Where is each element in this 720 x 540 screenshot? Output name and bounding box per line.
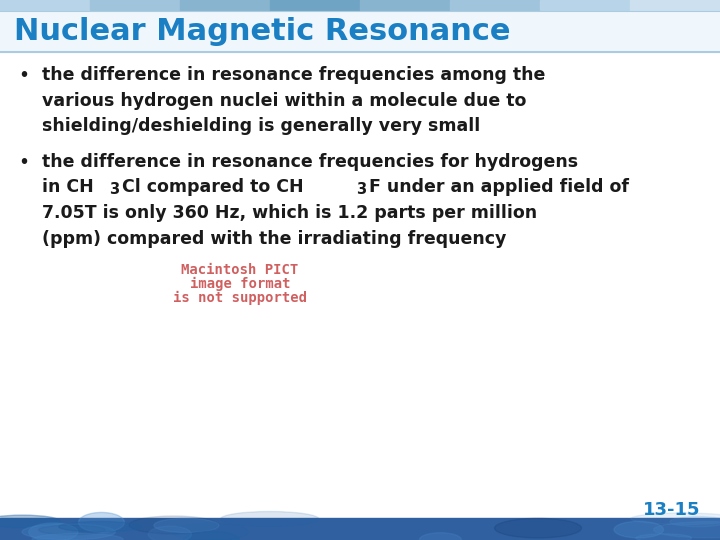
Ellipse shape (420, 532, 462, 540)
Ellipse shape (78, 512, 125, 532)
Text: •: • (18, 153, 29, 172)
Ellipse shape (29, 523, 78, 540)
Text: the difference in resonance frequencies for hydrogens: the difference in resonance frequencies … (42, 153, 578, 171)
Bar (0, 0, 91, 10)
Text: 3: 3 (356, 182, 366, 197)
Bar (540, 0, 631, 10)
Ellipse shape (22, 524, 115, 540)
Ellipse shape (0, 515, 60, 528)
Ellipse shape (614, 521, 664, 538)
Text: 13-15: 13-15 (642, 501, 700, 519)
Text: image format: image format (190, 277, 290, 291)
Bar (630, 0, 720, 10)
Text: Nuclear Magnetic Resonance: Nuclear Magnetic Resonance (14, 17, 510, 45)
Ellipse shape (32, 534, 123, 540)
Bar (270, 0, 361, 10)
Bar (0, 10, 720, 52)
Bar (0, 518, 720, 540)
Ellipse shape (184, 531, 239, 540)
Text: the difference in resonance frequencies among the: the difference in resonance frequencies … (42, 66, 545, 84)
Ellipse shape (154, 518, 219, 532)
Ellipse shape (172, 523, 248, 540)
Text: F under an applied field of: F under an applied field of (369, 179, 629, 197)
Text: is not supported: is not supported (173, 291, 307, 305)
Ellipse shape (670, 517, 720, 527)
Bar (450, 0, 541, 10)
Bar (360, 0, 451, 10)
Ellipse shape (39, 525, 105, 535)
Ellipse shape (129, 516, 218, 534)
Ellipse shape (654, 522, 720, 538)
Text: (ppm) compared with the irradiating frequency: (ppm) compared with the irradiating freq… (42, 230, 506, 248)
Ellipse shape (59, 522, 142, 532)
Bar (180, 0, 271, 10)
Text: in CH: in CH (42, 179, 94, 197)
Ellipse shape (148, 526, 192, 540)
Ellipse shape (495, 518, 582, 538)
Text: Cl compared to CH: Cl compared to CH (122, 179, 303, 197)
Text: various hydrogen nuclei within a molecule due to: various hydrogen nuclei within a molecul… (42, 92, 526, 110)
Ellipse shape (636, 534, 692, 540)
Ellipse shape (631, 513, 720, 524)
Text: •: • (18, 66, 29, 85)
Text: Macintosh PICT: Macintosh PICT (181, 263, 299, 277)
Text: 7.05T is only 360 Hz, which is 1.2 parts per million: 7.05T is only 360 Hz, which is 1.2 parts… (42, 204, 537, 222)
Text: 3: 3 (109, 182, 119, 197)
Text: shielding/deshielding is generally very small: shielding/deshielding is generally very … (42, 117, 480, 135)
Ellipse shape (220, 511, 319, 526)
Bar (90, 0, 181, 10)
